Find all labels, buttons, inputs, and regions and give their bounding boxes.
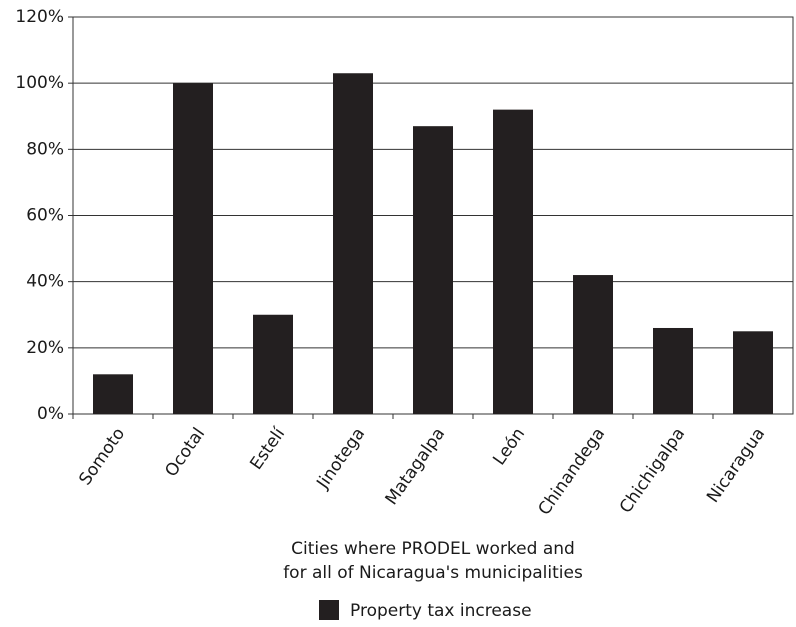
x-tick-label: Chichigalpa xyxy=(616,424,689,517)
x-axis-label: for all of Nicaragua's municipalities xyxy=(283,563,583,583)
x-tick-label: Estelí xyxy=(246,423,290,473)
bar xyxy=(573,275,613,414)
y-tick-label: 80% xyxy=(26,139,64,159)
y-tick-label: 0% xyxy=(37,404,64,424)
y-tick-label: 100% xyxy=(15,73,64,93)
y-tick-label: 40% xyxy=(26,272,64,292)
x-axis-label: Cities where PRODEL worked and xyxy=(291,539,575,559)
y-tick-label: 20% xyxy=(26,338,64,358)
x-tick-label: León xyxy=(489,424,529,469)
bar xyxy=(653,327,693,414)
y-tick-label: 120% xyxy=(15,7,64,27)
x-tick-label: Nicaragua xyxy=(703,424,769,506)
bar xyxy=(733,331,773,414)
x-tick-label: Jinotega xyxy=(313,424,370,493)
x-tick-label: Matagalpa xyxy=(382,424,450,509)
bar xyxy=(253,314,293,414)
bar xyxy=(333,73,373,414)
y-tick-label: 60% xyxy=(26,206,64,226)
x-tick-label: Ocotal xyxy=(161,424,209,480)
bar xyxy=(493,109,533,414)
x-tick-label: Chinandega xyxy=(534,424,609,519)
x-tick-label: Somoto xyxy=(75,424,129,489)
legend-label: Property tax increase xyxy=(350,601,532,621)
bar xyxy=(173,83,213,415)
bar xyxy=(413,126,453,415)
bar xyxy=(93,374,133,414)
legend-swatch xyxy=(319,600,339,620)
